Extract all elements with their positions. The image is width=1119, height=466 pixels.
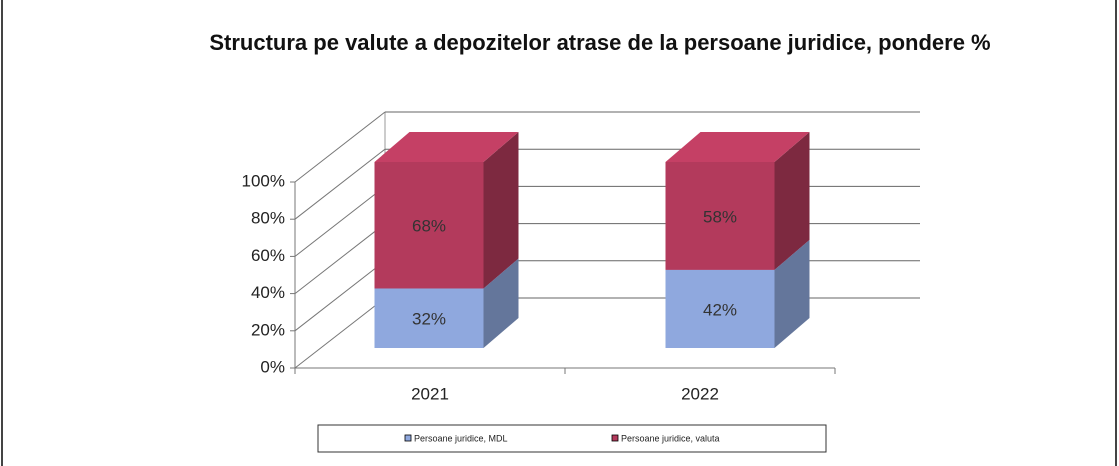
bar-side: [483, 132, 519, 289]
x-tick-label: 2022: [681, 384, 719, 403]
bar-front: [665, 269, 775, 348]
grid-diagonal: [294, 148, 386, 220]
data-label: 32%: [412, 310, 446, 329]
data-label: 42%: [703, 300, 737, 319]
bar-front: [374, 288, 484, 348]
bar-side: [774, 239, 810, 348]
bar-front: [374, 162, 484, 289]
legend-swatch: [611, 434, 619, 442]
bar-side: [483, 258, 519, 348]
y-tick-label: 80%: [251, 209, 285, 228]
bar-top: [374, 132, 519, 162]
chart-title: Structura pe valute a depozitelor atrase…: [209, 30, 991, 55]
y-tick-label: 100%: [242, 171, 285, 190]
y-tick-label: 40%: [251, 283, 285, 302]
grid-diagonal: [294, 297, 386, 369]
bar-top: [665, 132, 810, 162]
grid-diagonal: [294, 223, 386, 294]
x-tick-label: 2021: [411, 384, 449, 403]
y-tick-label: 60%: [251, 246, 285, 265]
legend-swatch: [404, 434, 412, 442]
legend-box: [317, 424, 827, 453]
y-tick-label: 0%: [260, 357, 285, 376]
grid-diagonal: [294, 260, 386, 332]
grid-diagonal: [294, 186, 386, 257]
legend-label: Persoane juridice, valuta: [621, 433, 720, 443]
legend-label: Persoane juridice, MDL: [414, 433, 508, 443]
bar-side: [774, 132, 810, 270]
data-label: 58%: [703, 207, 737, 226]
grid-diagonal: [294, 111, 386, 183]
data-label: 68%: [412, 217, 446, 236]
bar-front: [665, 162, 775, 270]
y-tick-label: 20%: [251, 320, 285, 339]
